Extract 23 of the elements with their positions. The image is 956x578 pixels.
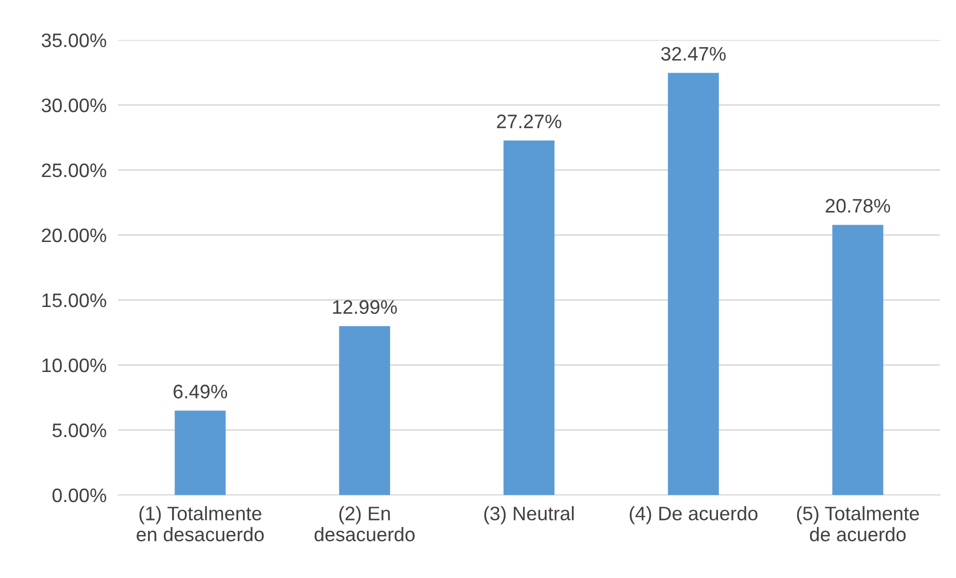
bar (339, 326, 390, 495)
y-tick-label: 10.00% (42, 358, 106, 372)
bar (668, 72, 719, 495)
bar (832, 224, 884, 495)
y-tick-label: 20.00% (42, 228, 106, 242)
x-tick-label: (3) Neutral (484, 506, 574, 524)
bar (504, 140, 554, 495)
x-tick-label: (1) Totalmente en desacuerdo (136, 506, 264, 542)
data-label: 27.27% (497, 114, 562, 128)
y-tick-label: 35.00% (42, 33, 106, 48)
data-label: 6.49% (174, 384, 228, 398)
y-tick-label: 0.00% (52, 488, 106, 502)
y-tick-label: 30.00% (42, 98, 106, 112)
x-tick-label: (4) De acuerdo (630, 506, 758, 524)
data-label: 20.78% (826, 198, 890, 213)
bar (174, 410, 226, 495)
y-tick-label: 25.00% (42, 163, 106, 178)
x-tick-label: (5) Totalmente de acuerdo (797, 506, 919, 542)
data-label: 32.47% (661, 46, 726, 61)
y-tick-label: 5.00% (52, 423, 106, 438)
x-tick-label: (2) En desacuerdo (314, 506, 415, 542)
y-tick-label: 15.00% (42, 293, 106, 308)
data-label: 12.99% (333, 300, 397, 314)
